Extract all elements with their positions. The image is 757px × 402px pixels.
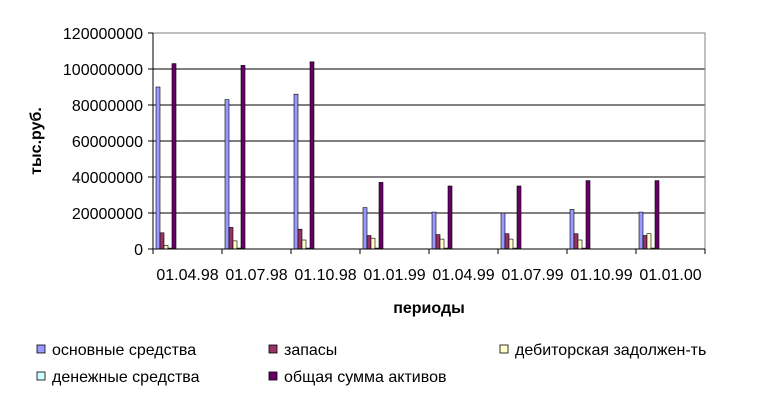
bar [447,185,453,250]
legend-swatch [36,371,46,381]
bar [516,185,522,250]
bar [224,99,230,250]
bar [301,239,307,250]
y-tick-label: 100000000 [63,62,143,79]
y-axis-ticks: 0 20000000 40000000 60000000 80000000 1000000… [63,26,153,259]
bar [646,233,652,250]
bar [508,238,514,250]
bar [370,237,376,250]
bar [439,238,445,250]
legend-swatch [268,344,278,354]
y-tick-label: 40000000 [72,170,143,187]
y-axis-title: тыс.руб. [28,107,45,175]
x-tick-label: 01.01.00 [639,267,701,284]
legend-swatch [36,344,46,354]
bar [638,211,644,250]
x-tick-label: 01.10.99 [570,267,632,284]
legend-label: денежные средства [52,369,200,386]
bar [378,182,384,250]
bar [585,180,591,250]
bar [435,234,441,250]
y-tick-label: 0 [134,242,143,259]
x-tick-label: 01.04.99 [432,267,494,284]
x-axis-ticks: 01.04.98 01.07.98 01.10.98 01.01.99 01.04.99… [152,249,706,284]
legend-label: основные средства [52,342,196,359]
bar [577,239,583,250]
bar [573,233,579,250]
bar [163,245,169,250]
legend-label: запасы [284,342,337,359]
bars [155,61,660,250]
bar [642,235,648,250]
y-tick-label: 80000000 [72,98,143,115]
bar [293,93,299,250]
bar [654,180,660,250]
x-tick-label: 01.07.99 [501,267,563,284]
legend-label: общая сумма активов [284,369,446,386]
x-tick-label: 01.01.99 [363,267,425,284]
bar [362,207,368,250]
y-tick-label: 120000000 [63,26,143,43]
bar [504,233,510,250]
legend-swatch [268,371,278,381]
bar [309,61,315,250]
bar [228,227,234,250]
legend: основные средства запасы дебиторская задол… [36,342,706,386]
x-tick-label: 01.07.98 [225,267,287,284]
x-axis-title: периоды [393,300,465,317]
bar [366,235,372,250]
y-tick-label: 60000000 [72,134,143,151]
bar [431,211,437,250]
bar [297,228,303,250]
legend-swatch [499,344,509,354]
bar [232,240,238,250]
bar [159,232,165,250]
bar [171,63,177,250]
x-tick-label: 01.04.98 [156,267,218,284]
y-tick-label: 20000000 [72,206,143,223]
bar [569,209,575,250]
bar [500,212,506,250]
x-tick-label: 01.10.98 [294,267,356,284]
bar [240,65,246,250]
legend-label: дебиторская задолжен-ть [515,342,706,359]
gridlines [153,32,705,250]
bar [155,86,161,250]
